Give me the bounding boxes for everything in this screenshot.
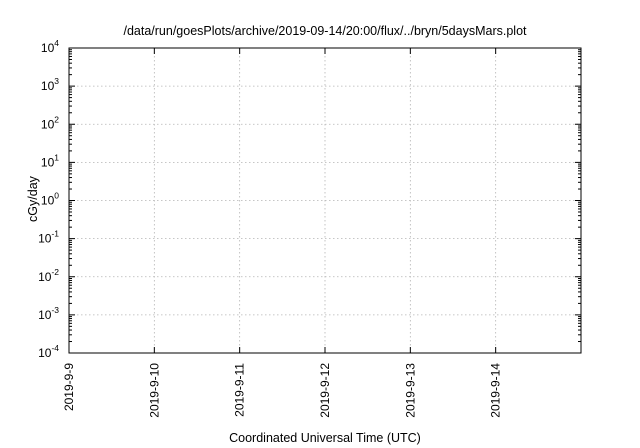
y-tick-label: 10-2 xyxy=(38,267,59,284)
y-tick-label: 10-1 xyxy=(38,229,59,246)
x-tick-label: 2019-9-13 xyxy=(403,363,417,418)
x-tick-label: 2019-9-10 xyxy=(147,363,161,418)
x-axis-label: Coordinated Universal Time (UTC) xyxy=(229,431,421,445)
y-tick-label: 101 xyxy=(41,152,59,169)
x-tick-label: 2019-9-9 xyxy=(62,363,76,411)
y-tick-label: 102 xyxy=(41,114,59,131)
y-tick-label: 103 xyxy=(41,76,59,93)
y-axis-label: cGy/day xyxy=(26,175,40,222)
chart-title: /data/run/goesPlots/archive/2019-09-14/2… xyxy=(123,24,527,38)
y-tick-label: 100 xyxy=(41,191,59,208)
x-tick-label: 2019-9-11 xyxy=(233,363,247,417)
y-tick-label: 104 xyxy=(41,38,59,55)
x-tick-label: 2019-9-12 xyxy=(318,363,332,418)
ticks xyxy=(68,47,581,354)
y-tick-label: 10-4 xyxy=(38,343,59,360)
x-tick-label: 2019-9-14 xyxy=(489,363,503,418)
tick-labels: 10-4 10-3 10-2 10-1 100 101 102 103 104 2019-9-9 2… xyxy=(38,38,503,418)
grid xyxy=(69,48,581,353)
y-tick-label: 10-3 xyxy=(38,305,59,322)
